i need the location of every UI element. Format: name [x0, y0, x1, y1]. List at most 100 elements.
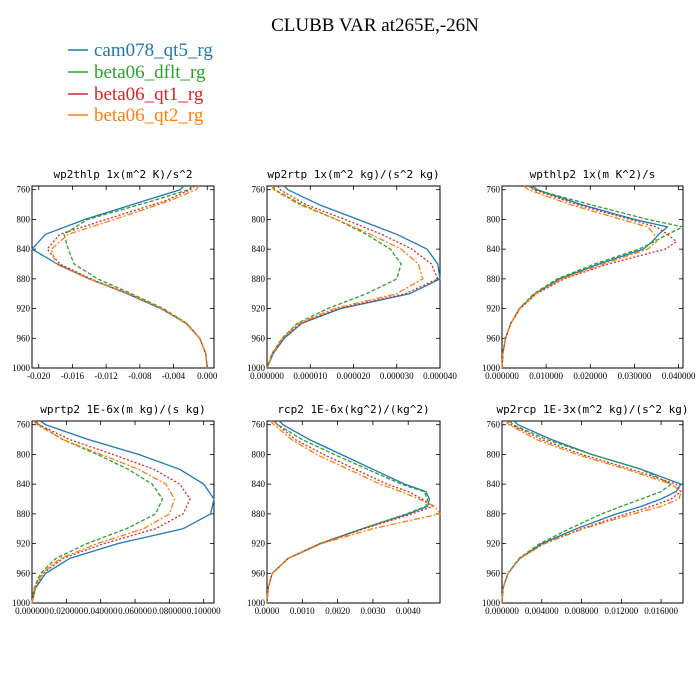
plot-frame	[501, 420, 684, 604]
x-tick-label: 0.020000	[573, 371, 607, 381]
x-tick-label: 0.016000	[644, 606, 678, 616]
x-tick-label: 0.004000	[525, 606, 559, 616]
y-tick-label: 1000	[247, 363, 266, 373]
y-tick-label: 920	[17, 304, 31, 314]
y-tick-label: 920	[487, 304, 501, 314]
y-tick-label: 880	[17, 274, 31, 284]
y-tick-label: 920	[17, 539, 31, 549]
series-line-beta06_dflt_rg	[266, 420, 429, 604]
y-tick-label: 1000	[12, 598, 31, 608]
series-line-beta06_qt2_rg	[501, 185, 658, 369]
panel-1: wp2rtp 1x(m^2 kg)/(s^2 kg)760 800 840 880 92…	[247, 168, 457, 381]
series-line-beta06_qt1_rg	[501, 185, 678, 369]
x-tick-label: 0.000020	[337, 371, 371, 381]
y-tick-label: 920	[252, 539, 266, 549]
plot-frame	[31, 185, 215, 369]
x-tick-label: 0.0010	[290, 606, 315, 616]
x-tick-label: 0.040000	[84, 606, 118, 616]
x-tick-label: 0.020000	[49, 606, 83, 616]
legend: cam078_qt5_rg beta06_dflt_rg beta06_qt1_…	[68, 40, 213, 126]
y-tick-label: 1000	[247, 598, 266, 608]
series-line-beta06_qt1_rg	[266, 420, 434, 604]
panels: wp2thlp 1x(m^2 K)/s^2 760 800 840 880 920 960 1…	[12, 168, 696, 616]
series-line-cam078_qt5_rg	[266, 420, 431, 604]
x-tick-label: 0.060000	[118, 606, 152, 616]
series-line-beta06_qt2_rg	[31, 420, 176, 604]
y-tick-label: 760	[17, 185, 31, 195]
x-tick-label: 0.0020	[325, 606, 350, 616]
y-tick-label: 880	[487, 274, 501, 284]
panel-title: wp2rcp 1E-3x(m^2 kg)/(s^2 kg)	[496, 403, 688, 416]
plot-frame	[266, 420, 441, 604]
y-tick-label: 840	[487, 244, 501, 254]
y-tick-label: 1000	[12, 363, 31, 373]
x-tick-label: -0.016	[61, 371, 85, 381]
x-tick-label: 0.080000	[152, 606, 186, 616]
y-tick-label: 800	[487, 449, 501, 459]
panel-title: wp2rtp 1x(m^2 kg)/(s^2 kg)	[267, 168, 439, 181]
x-tick-label: 0.100000	[187, 606, 221, 616]
panel-title: wprtp2 1E-6x(m kg)/(s kg)	[40, 403, 206, 416]
panel-5: wp2rcp 1E-3x(m^2 kg)/(s^2 kg) 760 800 840 88…	[482, 403, 689, 616]
y-tick-label: 960	[17, 568, 31, 578]
legend-label-2: beta06_qt1_rg	[94, 84, 204, 105]
y-tick-label: 800	[17, 449, 31, 459]
x-tick-label: 0.012000	[604, 606, 638, 616]
y-tick-label: 760	[252, 185, 266, 195]
series-line-beta06_dflt_rg	[501, 420, 672, 604]
series-line-beta06_dflt_rg	[266, 185, 402, 369]
x-tick-label: 0.000000	[15, 606, 49, 616]
series-line-beta06_dflt_rg	[31, 420, 164, 604]
x-tick-label: -0.004	[162, 371, 186, 381]
y-tick-label: 880	[17, 509, 31, 519]
y-tick-label: 960	[17, 333, 31, 343]
y-tick-label: 960	[487, 333, 501, 343]
y-tick-label: 960	[252, 333, 266, 343]
x-tick-label: 0.010000	[529, 371, 563, 381]
series-line-cam078_qt5_rg	[266, 185, 441, 369]
x-tick-label: -0.012	[95, 371, 118, 381]
series-line-beta06_qt2_rg	[266, 185, 424, 369]
plot-frame	[266, 185, 441, 369]
panel-3: wprtp2 1E-6x(m kg)/(s kg) 760 800 840 880 920…	[12, 403, 221, 616]
series-line-cam078_qt5_rg	[501, 420, 682, 604]
x-tick-label: -0.008	[128, 371, 152, 381]
x-tick-label: 0.040000	[662, 371, 696, 381]
y-tick-label: 800	[487, 214, 501, 224]
series-line-beta06_qt1_rg	[31, 420, 191, 604]
y-tick-label: 800	[252, 449, 266, 459]
y-tick-label: 760	[252, 420, 266, 430]
x-tick-label: 0.000000	[485, 371, 519, 381]
series-line-beta06_qt2_rg	[501, 420, 682, 604]
y-tick-label: 880	[252, 509, 266, 519]
series-line-cam078_qt5_rg	[31, 420, 215, 604]
panel-title: rcp2 1E-6x(kg^2)/(kg^2)	[277, 403, 429, 416]
series-line-beta06_dflt_rg	[501, 185, 684, 369]
y-tick-label: 840	[252, 479, 266, 489]
y-tick-label: 760	[487, 420, 501, 430]
x-tick-label: 0.0030	[361, 606, 386, 616]
legend-label-1: beta06_dflt_rg	[94, 62, 206, 83]
y-tick-label: 920	[252, 304, 266, 314]
series-line-beta06_qt1_rg	[46, 185, 208, 369]
plot-frame	[31, 420, 215, 604]
x-tick-label: 0.000	[197, 371, 218, 381]
y-tick-label: 960	[252, 568, 266, 578]
x-tick-label: 0.000010	[293, 371, 327, 381]
y-tick-label: 840	[17, 479, 31, 489]
panel-2: wpthlp2 1x(m K^2)/s 760 800 840 880 920 960 100…	[482, 168, 696, 381]
y-tick-label: 840	[17, 244, 31, 254]
x-tick-label: 0.008000	[565, 606, 599, 616]
y-tick-label: 1000	[482, 363, 501, 373]
series-line-beta06_qt1_rg	[501, 420, 682, 604]
y-tick-label: 840	[252, 244, 266, 254]
x-tick-label: 0.000000	[250, 371, 284, 381]
legend-label-0: cam078_qt5_rg	[94, 40, 213, 61]
y-tick-label: 800	[17, 214, 31, 224]
series-line-beta06_qt2_rg	[266, 420, 441, 604]
x-tick-label: 0.0000	[255, 606, 280, 616]
x-tick-label: 0.000040	[423, 371, 457, 381]
y-tick-label: 840	[487, 479, 501, 489]
legend-label-3: beta06_qt2_rg	[94, 105, 204, 126]
